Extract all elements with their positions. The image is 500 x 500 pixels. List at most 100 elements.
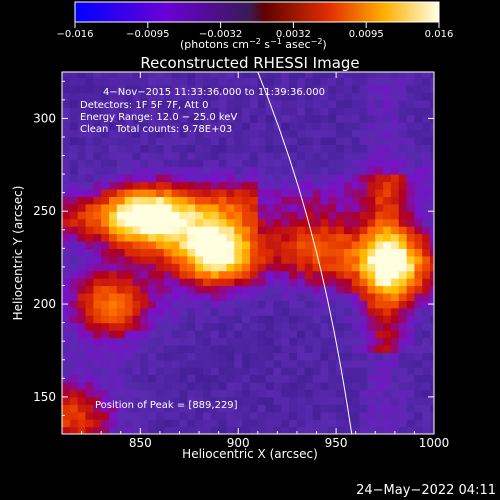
heatmap-cell	[117, 63, 125, 71]
heatmap-cell	[77, 322, 87, 331]
heatmap-cell	[140, 159, 149, 168]
heatmap-cell	[281, 255, 290, 264]
heatmap-cell	[163, 99, 173, 108]
heatmap-cell	[383, 337, 392, 346]
heatmap-cell	[296, 315, 306, 324]
heatmap-cell	[438, 419, 446, 427]
heatmap-cell	[116, 255, 126, 264]
heatmap-cell	[398, 426, 408, 434]
heatmap-cell	[140, 203, 149, 212]
heatmap-cell	[304, 211, 314, 220]
heatmap-cell	[414, 255, 423, 264]
heatmap-cell	[375, 136, 384, 145]
heatmap-cell	[148, 248, 157, 257]
heatmap-cell	[273, 285, 282, 294]
heatmap-cell	[304, 114, 314, 123]
heatmap-cell	[108, 389, 118, 398]
heatmap-cell	[249, 166, 259, 175]
heatmap-cell	[77, 337, 87, 346]
heatmap-cell	[430, 426, 434, 434]
heatmap-cell	[265, 285, 275, 294]
heatmap-cell	[108, 367, 118, 376]
heatmap-cell	[124, 330, 134, 339]
heatmap-cell	[367, 240, 376, 249]
heatmap-cell	[273, 315, 282, 324]
heatmap-cell	[195, 374, 204, 383]
heatmap-cell	[210, 226, 220, 235]
heatmap-cell	[430, 218, 434, 227]
heatmap-cell	[77, 404, 87, 413]
heatmap-cell	[249, 374, 259, 383]
heatmap-cell	[367, 107, 376, 116]
heatmap-cell	[273, 151, 282, 160]
heatmap-cell	[234, 92, 243, 101]
heatmap-cell	[108, 240, 118, 249]
heatmap-cell	[93, 352, 102, 361]
heatmap-cell	[375, 374, 384, 383]
heatmap-cell	[422, 374, 431, 383]
heatmap-cell	[171, 322, 181, 331]
heatmap-cell	[289, 382, 298, 391]
heatmap-cell	[195, 307, 204, 316]
heatmap-cell	[312, 396, 322, 405]
heatmap-cell	[171, 188, 181, 197]
heatmap-cell	[108, 92, 118, 101]
heatmap-cell	[116, 159, 126, 168]
heatmap-cell	[328, 248, 337, 257]
heatmap-cell	[257, 359, 267, 368]
heatmap-cell	[202, 382, 212, 391]
heatmap-cell	[367, 151, 376, 160]
heatmap-cell	[226, 352, 235, 361]
heatmap-cell	[343, 114, 353, 123]
heatmap-cell	[242, 300, 251, 309]
heatmap-cell	[140, 344, 149, 353]
heatmap-cell	[265, 367, 275, 376]
heatmap-cell	[163, 322, 173, 331]
heatmap-cell	[422, 151, 431, 160]
heatmap-cell	[93, 389, 102, 398]
heatmap-cell	[249, 226, 259, 235]
heatmap-cell	[414, 315, 423, 324]
heatmap-cell	[132, 255, 141, 264]
heatmap-cell	[77, 107, 87, 116]
heatmap-cell	[148, 367, 157, 376]
heatmap-cell	[398, 114, 408, 123]
heatmap-cell	[148, 315, 157, 324]
heatmap-cell	[320, 396, 329, 405]
heatmap-cell	[398, 344, 408, 353]
heatmap-cell	[101, 188, 110, 197]
heatmap-cell	[226, 159, 235, 168]
heatmap-cell	[398, 84, 408, 94]
heatmap-cell	[390, 181, 400, 190]
heatmap-cell	[383, 99, 392, 108]
heatmap-cell	[265, 419, 275, 428]
heatmap-cell	[438, 130, 446, 138]
heatmap-cell	[375, 367, 384, 376]
heatmap-cell	[367, 77, 376, 86]
heatmap-cell	[242, 129, 251, 138]
heatmap-cell	[132, 72, 141, 79]
heatmap-cell	[69, 307, 79, 316]
heatmap-cell	[108, 292, 118, 301]
heatmap-cell	[328, 188, 337, 197]
heatmap-cell	[320, 114, 329, 123]
heatmap-cell	[367, 99, 376, 108]
heatmap-cell	[234, 292, 243, 301]
heatmap-cell	[85, 352, 94, 361]
heatmap-cell	[155, 359, 165, 368]
x-tick-label: 900	[227, 436, 250, 450]
heatmap-cell	[273, 419, 282, 428]
heatmap-cell	[69, 248, 79, 257]
heatmap-cell	[155, 181, 165, 190]
heatmap-cell	[77, 92, 87, 101]
heatmap-cell	[336, 226, 345, 235]
heatmap-cell	[304, 337, 314, 346]
colorbar-tick-label: 0.016	[425, 29, 454, 40]
heatmap-cell	[304, 181, 314, 190]
heatmap-cell	[304, 159, 314, 168]
heatmap-cell	[132, 181, 141, 190]
heatmap-cell	[328, 136, 337, 145]
heatmap-cell	[242, 315, 251, 324]
heatmap-cell	[422, 203, 431, 212]
heatmap-cell	[273, 292, 282, 301]
